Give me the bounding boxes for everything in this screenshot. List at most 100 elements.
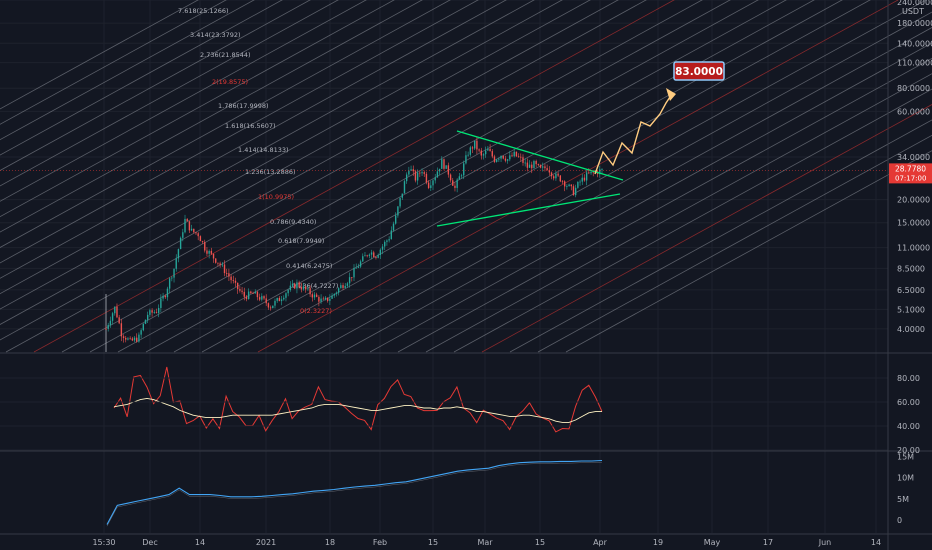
candle-body: [458, 176, 461, 180]
candle-body: [386, 240, 388, 242]
time-tick-label: Dec: [142, 538, 157, 547]
volume-tick-label: 5M: [897, 495, 909, 504]
candle-body: [313, 294, 316, 298]
price-tick-top: 240.0000: [897, 0, 932, 7]
oscillator-panel: [0, 366, 888, 451]
last-price-tag: [889, 163, 932, 184]
target-label-box: [673, 61, 725, 81]
candle-body: [403, 181, 406, 194]
candle-body: [471, 147, 474, 149]
fib-label-7: 1.236(13.2886): [245, 168, 296, 176]
volume-tick-label: 15M: [897, 452, 914, 461]
candle-body: [370, 252, 373, 255]
candle-body: [441, 159, 443, 169]
candle-body: [537, 164, 540, 165]
time-tick-label: 14: [195, 538, 205, 547]
candle-body: [572, 186, 575, 196]
candle-body: [199, 236, 202, 242]
fib-line: [0, 0, 311, 171]
candle-body: [513, 151, 515, 157]
candle-body: [326, 297, 329, 301]
candle-body: [421, 172, 423, 174]
candle-body: [337, 288, 340, 293]
candle-body: [359, 261, 362, 267]
candle-body: [107, 324, 109, 329]
candle-body: [197, 233, 199, 237]
candle-body: [456, 179, 458, 188]
osc-tick-label: 20.00: [897, 446, 920, 455]
price-tick-label: 80.0000: [897, 84, 930, 93]
fib-line: [0, 0, 451, 248]
candle-body: [278, 297, 281, 302]
candle-body: [495, 159, 498, 162]
candle-body: [500, 155, 502, 159]
candle-body: [397, 206, 399, 216]
candle-body: [322, 298, 324, 300]
candle-body: [118, 317, 120, 324]
candle-body: [362, 256, 364, 262]
candle-body: [590, 171, 592, 174]
candle-body: [346, 283, 349, 286]
candle-body: [289, 285, 292, 290]
time-tick-label: Jun: [818, 538, 832, 547]
candle-body: [364, 255, 366, 257]
time-tick-label: 18: [325, 538, 335, 547]
candle-body: [546, 168, 548, 171]
candle-body: [463, 163, 465, 176]
candle-body: [230, 276, 232, 281]
candle-body: [149, 310, 151, 315]
candle-body: [138, 334, 140, 342]
fib-line: [0, 0, 283, 156]
candle-body: [182, 232, 184, 238]
price-tick-label: 140.0000: [897, 39, 932, 48]
candle-body: [436, 171, 439, 178]
fib-line: [565, 150, 932, 353]
fib-line: [397, 57, 932, 353]
candle-body: [480, 150, 482, 156]
candle-body: [487, 148, 489, 151]
candle-body: [557, 173, 559, 176]
candle-body: [577, 181, 579, 188]
candle-body: [414, 171, 417, 181]
candle-body: [217, 262, 219, 264]
candle-body: [215, 258, 217, 263]
candle-body: [570, 184, 572, 187]
time-tick-label: 14: [871, 538, 881, 547]
candle-body: [410, 169, 412, 171]
candle-body: [427, 182, 430, 188]
candle-body: [563, 181, 566, 187]
candle-body: [520, 156, 522, 158]
candle-body: [285, 293, 287, 298]
candle-body: [489, 148, 491, 152]
price-tick-label: 4.0000: [897, 325, 925, 334]
fib-line: [0, 0, 423, 233]
candle-body: [561, 181, 564, 183]
candle-body: [294, 283, 296, 289]
candle-body: [588, 172, 590, 174]
candle-body: [368, 254, 371, 256]
candle-body: [394, 215, 397, 224]
time-tick-label: 15: [428, 538, 438, 547]
countdown-value: 07:17:00: [895, 174, 926, 182]
candle-body: [208, 250, 210, 254]
candle-body: [434, 177, 436, 181]
candle-body: [498, 158, 500, 160]
candle-body: [105, 328, 107, 330]
candle-body: [221, 264, 224, 266]
fib-line: [5, 0, 647, 353]
candle-body: [425, 173, 428, 183]
time-tick-label: Mar: [477, 538, 493, 547]
price-tick-label: 6.5000: [897, 286, 925, 295]
candle-body: [283, 297, 285, 300]
candle-body: [601, 168, 603, 170]
fib-line: [509, 119, 932, 353]
candle-body: [460, 175, 463, 177]
candle-body: [239, 289, 241, 291]
candle-body: [544, 166, 546, 169]
candle-body: [245, 296, 248, 299]
candle-body: [140, 330, 142, 335]
candle-body: [528, 164, 531, 168]
fib-line: [481, 104, 932, 353]
